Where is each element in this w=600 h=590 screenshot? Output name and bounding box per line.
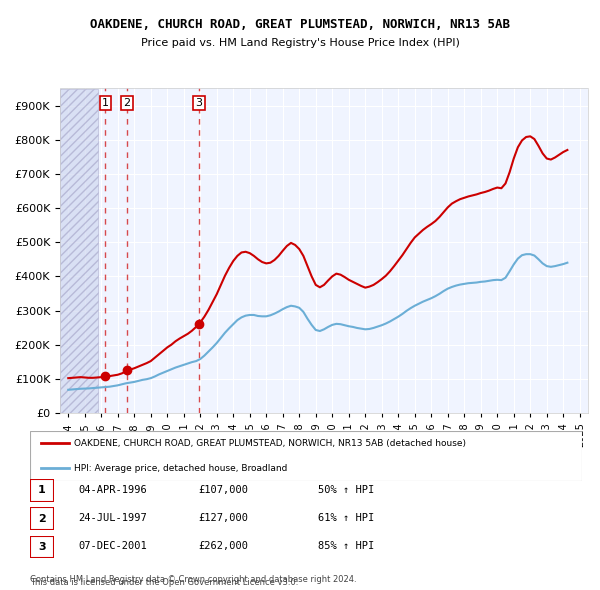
Text: £262,000: £262,000: [198, 542, 248, 551]
Text: This data is licensed under the Open Government Licence v3.0.: This data is licensed under the Open Gov…: [30, 578, 298, 587]
Text: 1: 1: [102, 99, 109, 108]
Text: 24-JUL-1997: 24-JUL-1997: [78, 513, 147, 523]
Text: 3: 3: [38, 542, 46, 552]
Text: 50% ↑ HPI: 50% ↑ HPI: [318, 485, 374, 494]
Text: 2: 2: [38, 514, 46, 523]
Bar: [60, 88, 98, 413]
FancyBboxPatch shape: [30, 431, 582, 481]
FancyBboxPatch shape: [30, 479, 54, 502]
Text: 3: 3: [196, 99, 203, 108]
Text: 1: 1: [38, 486, 46, 495]
Text: Contains HM Land Registry data © Crown copyright and database right 2024.: Contains HM Land Registry data © Crown c…: [30, 575, 356, 584]
Text: 85% ↑ HPI: 85% ↑ HPI: [318, 542, 374, 551]
Text: OAKDENE, CHURCH ROAD, GREAT PLUMSTEAD, NORWICH, NR13 5AB (detached house): OAKDENE, CHURCH ROAD, GREAT PLUMSTEAD, N…: [74, 439, 466, 448]
Text: OAKDENE, CHURCH ROAD, GREAT PLUMSTEAD, NORWICH, NR13 5AB: OAKDENE, CHURCH ROAD, GREAT PLUMSTEAD, N…: [90, 18, 510, 31]
FancyBboxPatch shape: [30, 507, 54, 530]
Text: £127,000: £127,000: [198, 513, 248, 523]
Text: 61% ↑ HPI: 61% ↑ HPI: [318, 513, 374, 523]
Text: £107,000: £107,000: [198, 485, 248, 494]
Text: 2: 2: [124, 99, 131, 108]
Text: 04-APR-1996: 04-APR-1996: [78, 485, 147, 494]
FancyBboxPatch shape: [30, 536, 54, 558]
Text: HPI: Average price, detached house, Broadland: HPI: Average price, detached house, Broa…: [74, 464, 287, 473]
Text: 07-DEC-2001: 07-DEC-2001: [78, 542, 147, 551]
Text: Price paid vs. HM Land Registry's House Price Index (HPI): Price paid vs. HM Land Registry's House …: [140, 38, 460, 48]
